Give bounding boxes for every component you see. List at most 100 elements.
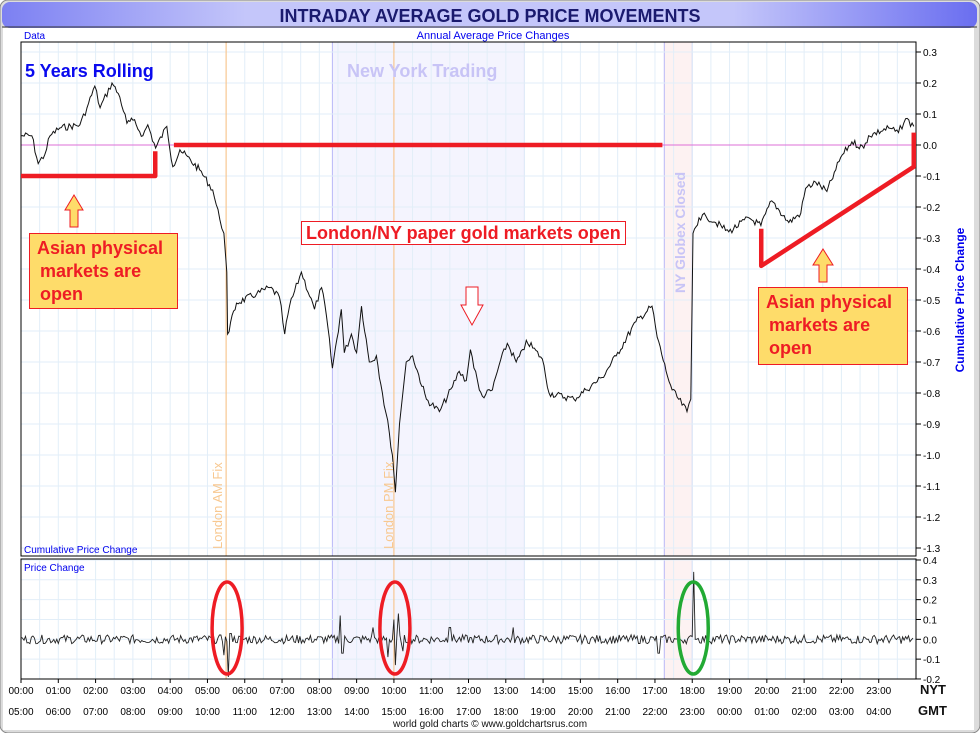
price-change-line: [20, 571, 914, 678]
y-tick-label: 0.3: [923, 48, 937, 59]
x-tick-label-gmt: 02:00: [792, 707, 817, 718]
x-tick-label-nyt: 11:00: [419, 686, 444, 697]
x-tick-label-gmt: 19:00: [531, 707, 556, 718]
x-tick-label-nyt: 23:00: [866, 686, 891, 697]
y-tick-label: 0.0: [923, 635, 937, 646]
y-tick-label: -0.5: [923, 296, 941, 307]
y-axis-title: Cumulative Price Change: [953, 227, 967, 372]
globex-closed-label: NY Globex Closed: [672, 172, 688, 293]
x-tick-label-nyt: 13:00: [493, 686, 518, 697]
chart-subtitle: Annual Average Price Changes: [417, 30, 570, 42]
rolling-label: 5 Years Rolling: [25, 61, 154, 81]
annotation-line: open: [769, 338, 812, 358]
x-tick-label-gmt: 14:00: [344, 707, 369, 718]
y-tick-label: 0.3: [923, 576, 937, 587]
x-tick-label-gmt: 00:00: [717, 707, 742, 718]
x-tick-label-nyt: 08:00: [307, 686, 332, 697]
x-tick-label-nyt: 00:00: [8, 686, 33, 697]
x-tick-label-gmt: 21:00: [605, 707, 630, 718]
x-tick-label-nyt: 21:00: [792, 686, 817, 697]
asian-left-bracket: [21, 151, 158, 179]
ny-trading-label: New York Trading: [347, 61, 497, 81]
highlight-ellipse: [378, 580, 412, 676]
london-am-fix-label: London AM Fix: [210, 462, 225, 549]
price-change-panel-label: Price Change: [24, 563, 85, 574]
x-tick-label-gmt: 20:00: [568, 707, 593, 718]
y-tick-label: -0.7: [923, 358, 941, 369]
x-tick-label-gmt: 09:00: [158, 707, 183, 718]
y-tick-label: 0.1: [923, 110, 937, 121]
y-tick-label: -0.2: [923, 203, 941, 214]
y-tick-label: -0.2: [923, 675, 941, 686]
cumulative-panel-label: Cumulative Price Change: [24, 545, 138, 556]
x-tick-label-nyt: 22:00: [829, 686, 854, 697]
y-tick-label: -1.1: [923, 482, 941, 493]
x-tick-label-gmt: 17:00: [456, 707, 481, 718]
annotation-line: markets are: [769, 315, 871, 335]
x-tick-label-nyt: 10:00: [381, 686, 406, 697]
y-tick-label: -0.9: [923, 420, 941, 431]
london-pm-fix-label: London PM Fix: [381, 461, 396, 549]
x-tick-label-nyt: 12:00: [456, 686, 481, 697]
x-tick-label-gmt: 15:00: [381, 707, 406, 718]
x-tick-label-gmt: 07:00: [83, 707, 108, 718]
x-tick-label-nyt: 06:00: [232, 686, 257, 697]
x-tick-label-gmt: 12:00: [270, 707, 295, 718]
y-tick-label: 0.0: [923, 141, 937, 152]
y-tick-label: 0.1: [923, 615, 937, 626]
cumulative-price-line: [20, 81, 915, 493]
price-change-panel: [20, 571, 914, 678]
y-tick-label: 0.2: [923, 596, 937, 607]
annotation-line: Asian physical: [37, 238, 164, 258]
x-tick-label-nyt: 19:00: [717, 686, 742, 697]
y-tick-label: -0.6: [923, 327, 941, 338]
y-tick-label: -1.2: [923, 513, 941, 524]
down-arrow-icon: [460, 286, 484, 327]
x-tick-label-gmt: 16:00: [419, 707, 444, 718]
chart-title: INTRADAY AVERAGE GOLD PRICE MOVEMENTS: [279, 6, 700, 26]
x-tick-label-nyt: 15:00: [568, 686, 593, 697]
x-tick-label-nyt: 16:00: [605, 686, 630, 697]
y-tick-label: 0.2: [923, 79, 937, 90]
y-tick-label: -0.3: [923, 234, 941, 245]
x-tick-label-gmt: 13:00: [307, 707, 332, 718]
footer-credit: world gold charts © www.goldchartsrus.co…: [392, 719, 587, 730]
x-tick-label-nyt: 07:00: [270, 686, 295, 697]
asian-right-bracket: [758, 132, 917, 269]
trading-band: [664, 42, 693, 556]
annotation-line: markets are: [40, 261, 142, 281]
x-tick-label-nyt: 01:00: [46, 686, 71, 697]
x-tick-label-nyt: 18:00: [680, 686, 705, 697]
x-tick-label-gmt: 18:00: [493, 707, 518, 718]
y-tick-label: 0.4: [923, 556, 937, 567]
gmt-axis-label: GMT: [918, 703, 947, 718]
x-tick-label-nyt: 05:00: [195, 686, 220, 697]
highlight-ellipse: [676, 580, 710, 676]
y-tick-label: -0.1: [923, 655, 941, 666]
x-tick-label-nyt: 04:00: [158, 686, 183, 697]
y-tick-label: -0.4: [923, 265, 941, 276]
highlight-ellipse: [210, 580, 244, 676]
x-tick-label-nyt: 14:00: [531, 686, 556, 697]
trading-band: [332, 42, 525, 556]
x-tick-label-gmt: 10:00: [195, 707, 220, 718]
asian-markets-left-box: Asian physical markets are open: [29, 233, 178, 309]
title-bar: [2, 2, 977, 28]
x-tick-label-nyt: 17:00: [642, 686, 667, 697]
up-arrow-icon: [812, 248, 834, 283]
x-tick-label-gmt: 01:00: [754, 707, 779, 718]
x-tick-label-gmt: 05:00: [8, 707, 33, 718]
x-tick-label-gmt: 11:00: [233, 707, 258, 718]
main-panel: 0.3 0.2 0.1 0.0 -0.1 -0.2 -0.3 -0.4 -0.5 -0.6 -0.7…: [20, 41, 941, 686]
asian-markets-right-box: Asian physical markets are open: [758, 287, 908, 365]
x-tick-label-nyt: 09:00: [344, 686, 369, 697]
x-tick-label-gmt: 06:00: [46, 707, 71, 718]
x-axis: 00:00 05:00 01:00 06:00 02:00 07:00 03:00 08:00…: [8, 679, 892, 718]
main-plot-frame: [20, 41, 917, 557]
up-arrow-icon: [64, 194, 84, 228]
y-tick-label: -1.3: [923, 544, 941, 555]
x-tick-label-gmt: 04:00: [866, 707, 891, 718]
x-tick-label-nyt: 20:00: [754, 686, 779, 697]
